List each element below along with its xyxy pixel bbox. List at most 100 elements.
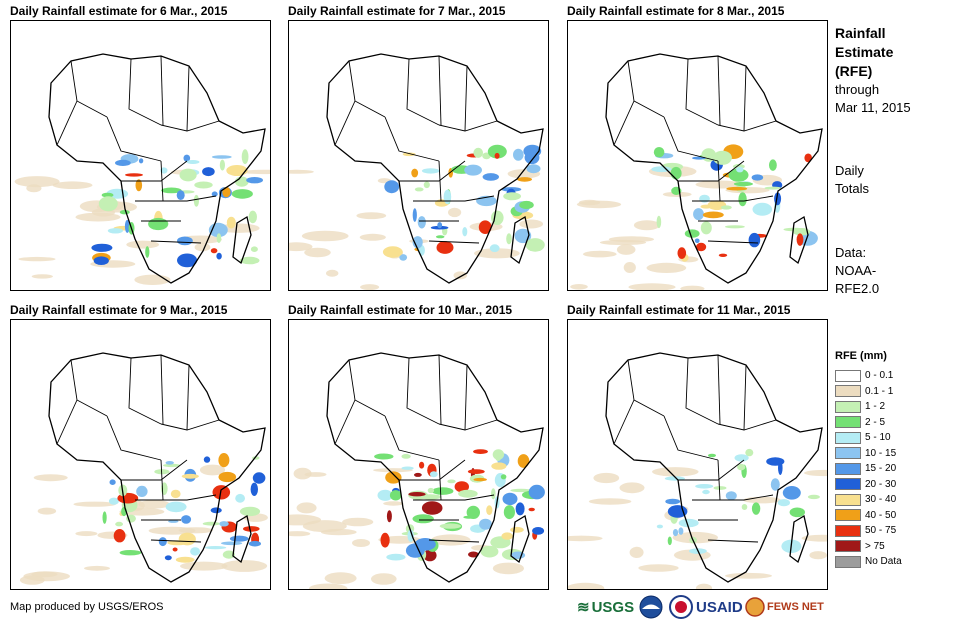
rainfall-area bbox=[180, 561, 228, 571]
country-border bbox=[743, 364, 747, 431]
country-border bbox=[438, 354, 442, 425]
rainfall-area bbox=[289, 514, 321, 526]
rainfall-area bbox=[492, 562, 524, 575]
rainfall-area bbox=[427, 487, 435, 494]
rainfall-area bbox=[199, 464, 226, 476]
country-border bbox=[717, 120, 777, 132]
rainfall-area bbox=[770, 478, 780, 491]
panel-title: Daily Rainfall estimate for 8 Mar., 2015 bbox=[567, 4, 785, 18]
coastline bbox=[789, 514, 809, 564]
country-border bbox=[160, 120, 220, 132]
country-border bbox=[121, 459, 188, 481]
rainfall-area bbox=[796, 233, 804, 246]
rainfall-area bbox=[211, 191, 218, 197]
rainfall-area bbox=[809, 551, 827, 560]
fewsnet-logo-text: FEWS NET bbox=[767, 601, 824, 613]
rainfall-area bbox=[726, 186, 748, 191]
legend-label: 0 - 0.1 bbox=[865, 370, 894, 382]
rainfall-area bbox=[702, 211, 724, 219]
rainfall-area bbox=[462, 227, 468, 237]
rainfall-area bbox=[737, 463, 746, 471]
rainfall-area bbox=[412, 236, 423, 249]
rainfall-area bbox=[513, 148, 524, 161]
rainfall-area bbox=[407, 529, 414, 542]
rainfall-area bbox=[695, 583, 713, 589]
rainfall-area bbox=[506, 233, 512, 245]
rainfall-area bbox=[783, 227, 805, 232]
rainfall-area bbox=[175, 556, 195, 563]
panel-title: Daily Rainfall estimate for 11 Mar., 201… bbox=[567, 303, 791, 317]
country-border bbox=[399, 459, 466, 481]
rainfall-area bbox=[653, 147, 665, 158]
rainfall-area bbox=[619, 482, 645, 494]
rainfall-area bbox=[210, 507, 222, 514]
rfe-legend: RFE (mm) 0 - 0.1 0.1 - 1 1 - 2 2 - 5 5 - 10 1… bbox=[835, 350, 902, 570]
rainfall-area bbox=[246, 177, 263, 184]
rainfall-area bbox=[308, 583, 348, 589]
rainfall-area bbox=[532, 527, 545, 535]
rainfall-area bbox=[239, 256, 260, 265]
country-border bbox=[348, 359, 386, 417]
rainfall-area bbox=[377, 489, 393, 501]
rainfall-area bbox=[646, 262, 687, 273]
rainfall-area bbox=[248, 210, 257, 224]
rainfall-area bbox=[414, 187, 424, 192]
rainfall-area bbox=[680, 285, 705, 290]
africa-map bbox=[10, 20, 271, 291]
country-border bbox=[106, 415, 162, 461]
rainfall-area bbox=[124, 219, 130, 233]
rainfall-area bbox=[725, 572, 772, 579]
rainfall-area bbox=[734, 454, 749, 462]
rainfall-area bbox=[807, 494, 820, 500]
legend-item: 2 - 5 bbox=[835, 415, 902, 431]
rainfall-area bbox=[218, 471, 237, 483]
country-border bbox=[406, 357, 440, 425]
country-border bbox=[438, 459, 442, 501]
country-border bbox=[413, 195, 495, 202]
africa-rainfall-map bbox=[289, 352, 545, 589]
rainfall-area bbox=[326, 269, 339, 277]
legend-item: 30 - 40 bbox=[835, 492, 902, 508]
rainfall-area bbox=[178, 527, 214, 534]
rainfall-area bbox=[14, 176, 60, 188]
rainfall-area bbox=[517, 177, 532, 182]
country-border bbox=[128, 357, 162, 425]
rainfall-area bbox=[467, 469, 485, 474]
country-border bbox=[160, 160, 164, 202]
rainfall-area bbox=[250, 482, 258, 496]
coastline bbox=[326, 53, 544, 284]
country-border bbox=[685, 357, 719, 425]
rainfall-area bbox=[221, 560, 268, 572]
legend-label: 20 - 30 bbox=[865, 478, 897, 490]
rainfall-area bbox=[466, 505, 480, 519]
rainfall-area bbox=[33, 474, 68, 482]
rainfall-area bbox=[503, 505, 515, 520]
totals-line: Totals bbox=[835, 181, 869, 196]
rainfall-area bbox=[107, 228, 123, 234]
rainfall-area bbox=[487, 144, 507, 159]
rainfall-area bbox=[138, 500, 170, 509]
rainfall-area bbox=[402, 152, 416, 157]
rainfall-area bbox=[447, 479, 456, 484]
rainfall-area bbox=[651, 166, 672, 173]
rainfall-area bbox=[176, 190, 185, 201]
rainfall-area bbox=[500, 474, 507, 480]
country-border bbox=[627, 359, 665, 417]
rainfall-area bbox=[628, 283, 676, 290]
rainfall-area bbox=[93, 256, 109, 265]
rainfall-area bbox=[473, 477, 487, 482]
rainfall-area bbox=[250, 246, 258, 252]
rainfall-area bbox=[748, 232, 761, 248]
legend-item: No Data bbox=[835, 554, 902, 570]
rainfall-area bbox=[148, 217, 169, 231]
country-border bbox=[464, 65, 468, 132]
rainfall-area bbox=[769, 159, 777, 171]
country-border bbox=[160, 419, 220, 431]
country-border bbox=[106, 116, 162, 162]
country-border bbox=[717, 459, 721, 501]
africa-rainfall-map bbox=[570, 53, 823, 290]
country-border bbox=[186, 364, 190, 431]
country-border bbox=[186, 65, 190, 132]
rainfall-area bbox=[382, 246, 403, 258]
rainfall-area bbox=[181, 515, 192, 524]
